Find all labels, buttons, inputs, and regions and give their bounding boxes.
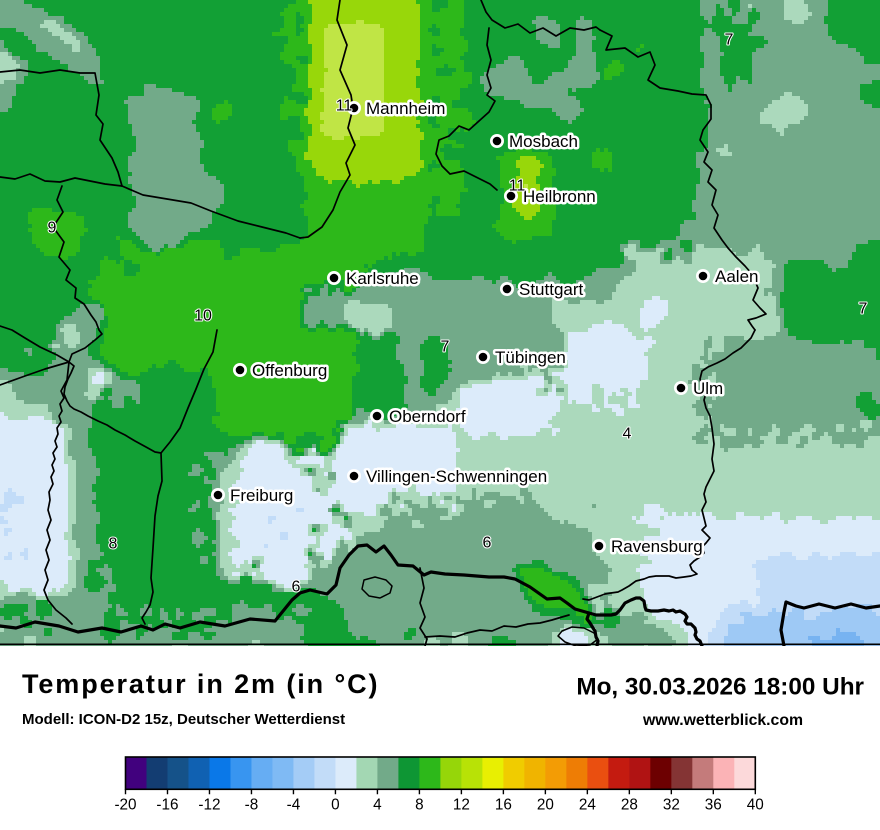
svg-text:Heilbronn: Heilbronn xyxy=(523,187,596,206)
svg-text:-16: -16 xyxy=(156,797,178,814)
svg-text:9: 9 xyxy=(48,220,57,237)
svg-text:Ulm: Ulm xyxy=(693,379,723,398)
svg-text:Karlsruhe: Karlsruhe xyxy=(346,269,419,288)
svg-text:-20: -20 xyxy=(114,797,136,814)
svg-text:11: 11 xyxy=(509,178,526,195)
svg-text:-8: -8 xyxy=(245,797,259,814)
svg-text:Offenburg: Offenburg xyxy=(252,361,327,380)
svg-text:7: 7 xyxy=(859,301,868,318)
svg-text:20: 20 xyxy=(537,797,554,814)
svg-text:8: 8 xyxy=(109,536,118,553)
svg-text:Temperatur in 2m (in °C): Temperatur in 2m (in °C) xyxy=(22,669,379,699)
svg-text:24: 24 xyxy=(579,797,597,814)
svg-text:Stuttgart: Stuttgart xyxy=(519,280,584,299)
svg-text:6: 6 xyxy=(292,579,301,596)
svg-text:Tübingen: Tübingen xyxy=(495,348,566,367)
svg-text:10: 10 xyxy=(194,308,212,325)
svg-text:Oberndorf: Oberndorf xyxy=(389,407,466,426)
svg-text:8: 8 xyxy=(415,797,424,814)
svg-text:Mosbach: Mosbach xyxy=(509,132,578,151)
svg-text:11: 11 xyxy=(336,98,353,115)
svg-text:-12: -12 xyxy=(198,797,220,814)
svg-text:7: 7 xyxy=(441,339,450,356)
svg-text:40: 40 xyxy=(747,797,764,814)
svg-text:Mo, 30.03.2026 18:00 Uhr: Mo, 30.03.2026 18:00 Uhr xyxy=(576,674,864,701)
svg-text:-4: -4 xyxy=(287,797,301,814)
svg-text:Villingen-Schwenningen: Villingen-Schwenningen xyxy=(366,467,547,486)
svg-text:0: 0 xyxy=(331,797,340,814)
svg-text:4: 4 xyxy=(623,426,632,443)
svg-text:4: 4 xyxy=(373,797,382,814)
svg-text:Aalen: Aalen xyxy=(715,267,758,286)
svg-text:6: 6 xyxy=(483,535,492,552)
svg-text:16: 16 xyxy=(495,797,512,814)
svg-text:36: 36 xyxy=(705,797,722,814)
svg-text:Ravensburg: Ravensburg xyxy=(611,537,703,556)
svg-text:Mannheim: Mannheim xyxy=(366,99,445,118)
svg-text:12: 12 xyxy=(453,797,470,814)
svg-text:32: 32 xyxy=(663,797,680,814)
svg-text:7: 7 xyxy=(725,32,734,49)
svg-text:www.wetterblick.com: www.wetterblick.com xyxy=(642,712,803,729)
svg-text:Modell: ICON-D2 15z, Deutscher: Modell: ICON-D2 15z, Deutscher Wetterdie… xyxy=(22,711,345,728)
svg-text:Freiburg: Freiburg xyxy=(230,486,293,505)
svg-text:28: 28 xyxy=(621,797,638,814)
